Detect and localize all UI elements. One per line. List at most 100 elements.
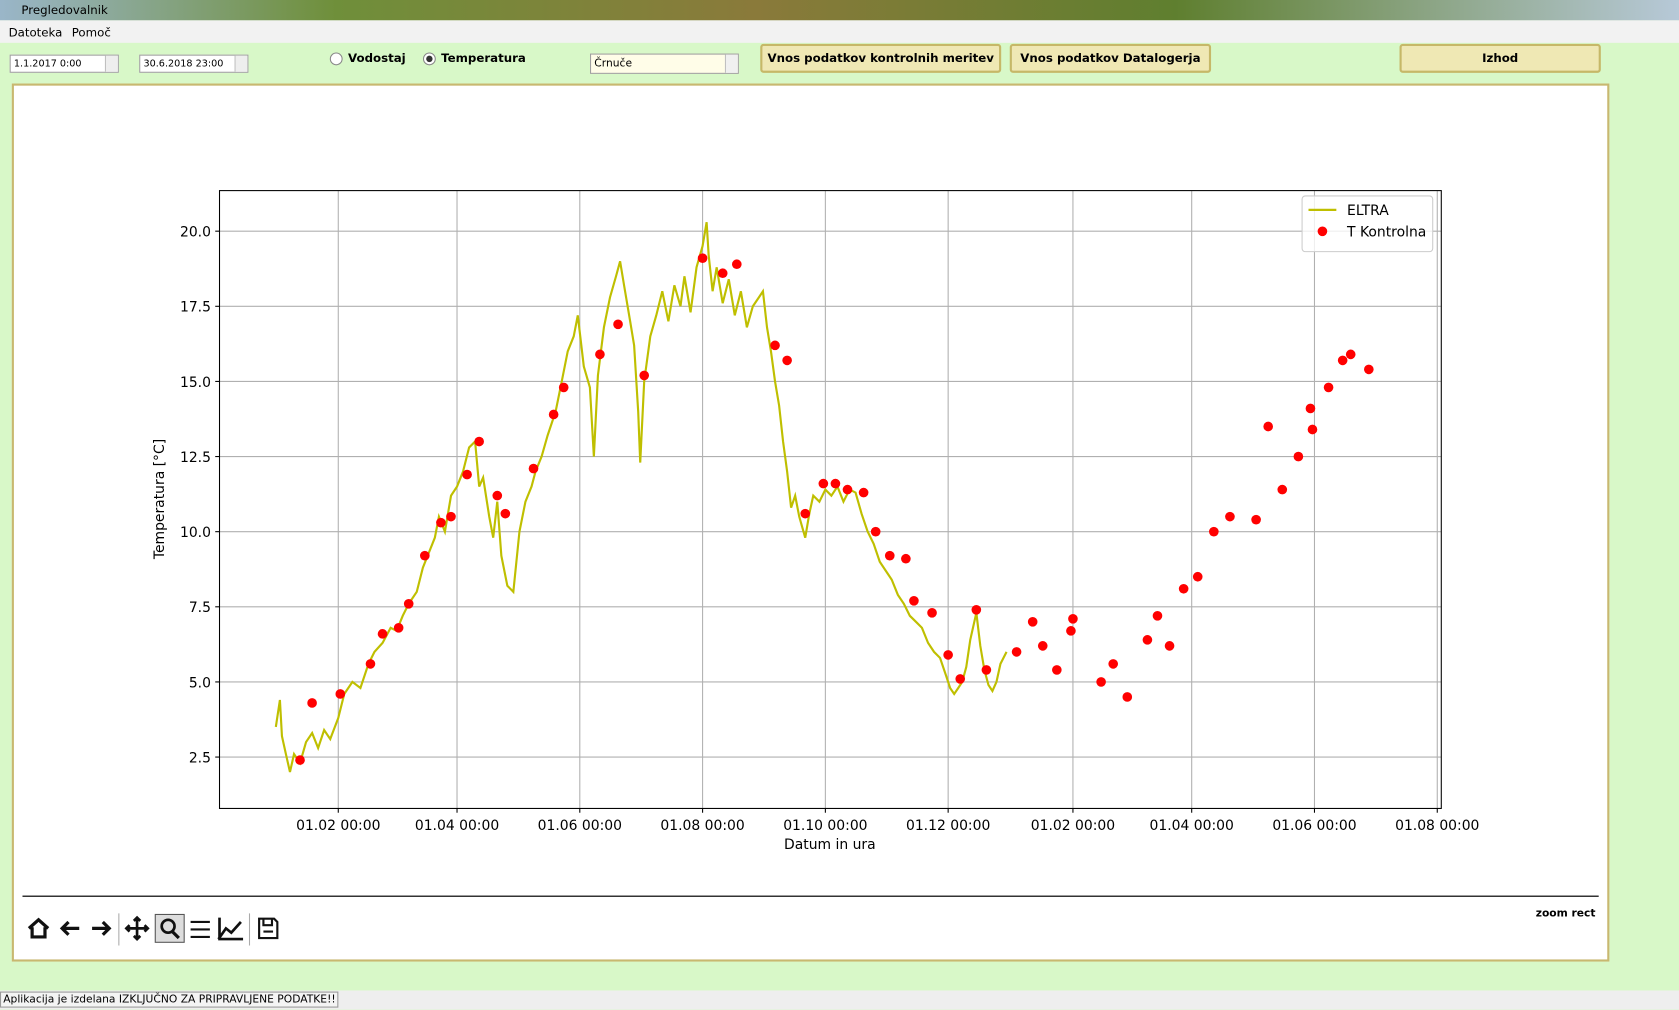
save-icon[interactable] <box>258 917 279 940</box>
data-point <box>474 436 484 447</box>
data-point <box>717 268 728 279</box>
zoom-icon-handle <box>171 930 180 940</box>
data-point <box>818 478 829 489</box>
zoom-icon <box>160 918 176 934</box>
x-tick-label: 01.06 00:00 <box>1272 818 1356 834</box>
data-point <box>1251 514 1261 525</box>
radio-button[interactable]: Vodostaj <box>329 51 437 66</box>
y-tick-label: 17.5 <box>180 300 211 316</box>
data-point <box>697 253 708 264</box>
date-from[interactable]: 1.1.2017 0:00 <box>9 54 119 73</box>
date-to-text: 30.6.2018 23:00 <box>143 58 224 70</box>
data-point <box>1027 617 1038 627</box>
x-tick-label: 01.06 00:00 <box>538 818 622 834</box>
config-icon[interactable] <box>190 920 210 939</box>
data-point <box>1142 635 1153 645</box>
data-point <box>377 629 388 639</box>
y-axis-label: Temperatura [°C] <box>152 439 168 560</box>
button[interactable]: Vnos podatkov Datalogerja <box>1009 43 1212 73</box>
data-point <box>1068 614 1078 624</box>
radio-label: Vodostaj <box>348 51 406 66</box>
x-tick-label: 01.12 00:00 <box>906 818 990 834</box>
button[interactable]: Izhod <box>1399 43 1601 73</box>
data-point <box>782 355 792 366</box>
forward-icon[interactable] <box>92 920 112 936</box>
data-point <box>393 623 404 633</box>
data-point <box>830 478 841 489</box>
zoom-button[interactable] <box>154 913 185 943</box>
data-point <box>1096 677 1106 687</box>
data-point <box>295 755 305 765</box>
status-text: Aplikacija je izdelana IZKLJUČNO ZA PRIP… <box>0 991 339 1008</box>
y-tick-label: 5.0 <box>189 675 211 691</box>
data-point <box>858 487 869 498</box>
data-point <box>1052 665 1062 675</box>
data-point <box>943 650 953 660</box>
data-point <box>1037 641 1048 651</box>
x-tick-label: 01.04 00:00 <box>1150 818 1234 834</box>
data-point <box>842 484 853 495</box>
data-point <box>492 490 503 501</box>
menu-item[interactable]: Pomoč <box>71 25 111 40</box>
x-tick-label: 01.10 00:00 <box>783 818 867 834</box>
plot-frame <box>218 190 1442 809</box>
menu-bar: Datoteka Pomoč <box>0 20 1679 43</box>
data-point <box>307 698 317 708</box>
legend-label: ELTRA <box>1347 203 1389 219</box>
radio-label: Temperatura <box>441 51 526 66</box>
data-point <box>613 319 623 330</box>
data-point <box>1164 641 1175 651</box>
station-select[interactable]: Črnuče <box>590 53 739 74</box>
data-point <box>1209 526 1219 537</box>
date-from-text: 1.1.2017 0:00 <box>13 58 82 70</box>
data-point <box>1225 511 1235 522</box>
pan-icon[interactable] <box>124 915 150 941</box>
data-point <box>1337 355 1348 366</box>
radio-button[interactable]: Temperatura <box>422 51 530 66</box>
x-tick-label: 01.08 00:00 <box>1395 818 1479 834</box>
date-to[interactable]: 30.6.2018 23:00 <box>139 54 249 73</box>
data-point <box>770 340 780 351</box>
legend-marker <box>1317 226 1328 237</box>
menu-item[interactable]: Datoteka <box>8 25 63 40</box>
data-line <box>274 222 1008 773</box>
y-tick-label: 2.5 <box>189 750 211 766</box>
data-point <box>1108 659 1119 669</box>
toolbar-mode: zoom rect <box>1536 907 1596 920</box>
data-point <box>548 409 559 420</box>
data-point <box>901 553 911 564</box>
radio-dot <box>426 55 433 63</box>
home-icon[interactable] <box>27 917 50 939</box>
radio-circle <box>329 52 343 66</box>
data-point <box>1122 692 1133 702</box>
data-point <box>462 469 472 480</box>
button[interactable]: Vnos podatkov kontrolnih meritev <box>760 43 1002 73</box>
window-title: Pregledovalnik <box>21 3 108 18</box>
title-bar: Pregledovalnik <box>0 0 1679 21</box>
axes-icon[interactable] <box>217 917 244 941</box>
station-text: Črnuče <box>594 57 633 70</box>
x-tick-label: 01.04 00:00 <box>415 818 499 834</box>
data-point <box>1293 451 1304 462</box>
data-point <box>731 259 742 270</box>
data-point <box>955 674 966 684</box>
status-bar: Aplikacija je izdelana IZKLJUČNO ZA PRIP… <box>0 990 1679 1010</box>
x-axis-label: Datum in ura <box>784 837 876 853</box>
data-point <box>365 659 376 669</box>
data-point <box>335 689 346 699</box>
data-point <box>1178 583 1189 594</box>
data-point <box>558 382 569 393</box>
data-point <box>1011 647 1022 657</box>
data-point <box>500 508 511 519</box>
back-icon[interactable] <box>59 920 80 936</box>
data-point <box>1305 403 1316 414</box>
data-point <box>1066 626 1076 636</box>
data-point <box>1323 382 1334 393</box>
y-tick-label: 15.0 <box>180 375 211 391</box>
data-point <box>870 526 881 537</box>
data-point <box>436 517 446 528</box>
y-tick-label: 20.0 <box>180 225 211 241</box>
